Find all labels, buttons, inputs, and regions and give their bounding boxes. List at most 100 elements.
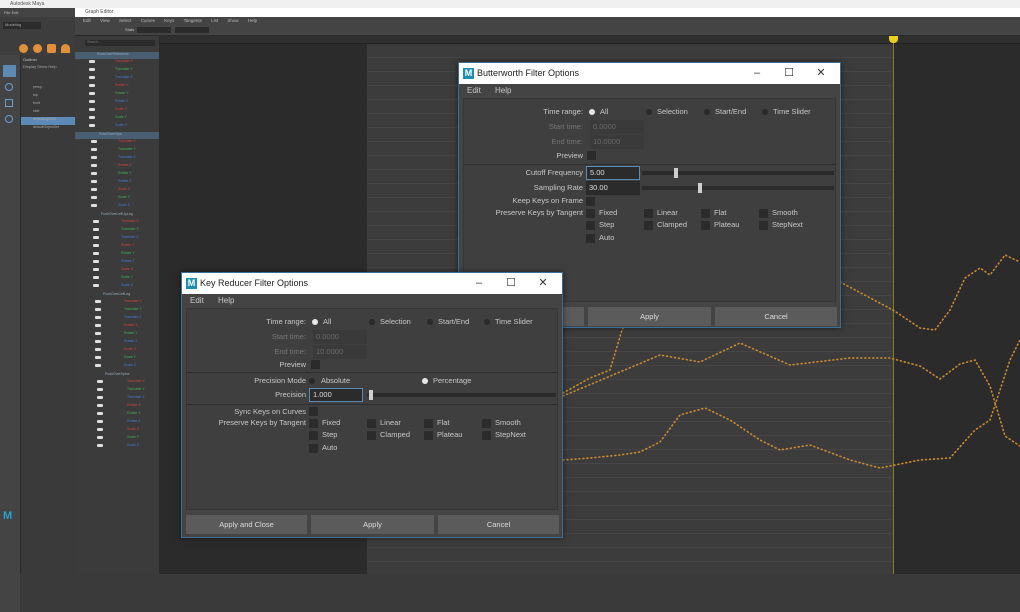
outliner-menu-help[interactable]: Help	[48, 64, 57, 69]
visibility-eye-icon[interactable]	[95, 340, 101, 343]
channel-item[interactable]: Scale X	[127, 427, 140, 431]
channel-item[interactable]: Rotate Z	[127, 419, 141, 423]
visibility-eye-icon[interactable]	[95, 332, 101, 335]
current-time-marker[interactable]	[889, 36, 898, 43]
tangent-smooth-checkbox[interactable]	[482, 419, 491, 428]
channel-item[interactable]: Rotate X	[127, 403, 141, 407]
sphere-icon[interactable]	[19, 44, 28, 53]
stats-field-1[interactable]	[137, 27, 171, 33]
tangent-clamped-checkbox[interactable]	[644, 221, 653, 230]
tangent-auto-checkbox[interactable]	[309, 444, 318, 453]
visibility-eye-icon[interactable]	[89, 108, 95, 111]
visibility-eye-icon[interactable]	[97, 404, 103, 407]
menu-edit[interactable]: Edit	[467, 86, 481, 95]
cancel-button[interactable]: Cancel	[438, 515, 559, 534]
visibility-eye-icon[interactable]	[93, 276, 99, 279]
ge-menu-view[interactable]: View	[100, 18, 110, 23]
visibility-eye-icon[interactable]	[89, 76, 95, 79]
ge-menu-list[interactable]: List	[211, 18, 219, 23]
tangent-flat-checkbox[interactable]	[701, 209, 710, 218]
channel-item[interactable]: Scale X	[118, 187, 131, 191]
visibility-eye-icon[interactable]	[97, 420, 103, 423]
outliner-item[interactable]: top	[33, 93, 38, 97]
channel-item[interactable]: Scale Z	[124, 363, 136, 367]
tangent-clamped-checkbox[interactable]	[367, 431, 376, 440]
apply-and-close-button[interactable]: Apply and Close	[186, 515, 307, 534]
butterworth-title-bar[interactable]: M Butterworth Filter Options – ☐ ✕	[459, 63, 840, 84]
menu-edit[interactable]: Edit	[190, 296, 204, 305]
cylinder-icon[interactable]	[47, 44, 56, 53]
visibility-eye-icon[interactable]	[93, 244, 99, 247]
visibility-eye-icon[interactable]	[89, 60, 95, 63]
visibility-eye-icon[interactable]	[97, 428, 103, 431]
ge-menu-curves[interactable]: Curves	[140, 18, 156, 23]
visibility-eye-icon[interactable]	[93, 236, 99, 239]
visibility-eye-icon[interactable]	[93, 260, 99, 263]
apply-button[interactable]: Apply	[588, 307, 711, 326]
precision-percentage-radio[interactable]	[422, 378, 428, 384]
visibility-eye-icon[interactable]	[89, 124, 95, 127]
visibility-eye-icon[interactable]	[91, 156, 97, 159]
tangent-linear-checkbox[interactable]	[644, 209, 653, 218]
channel-item[interactable]: Scale Y	[124, 355, 136, 359]
channel-item[interactable]: Rotate Y	[118, 171, 132, 175]
preview-checkbox[interactable]	[311, 360, 320, 369]
ge-menu-keys[interactable]: Keys	[164, 18, 175, 23]
paint-tool-icon[interactable]	[5, 99, 13, 107]
tangent-plateau-checkbox[interactable]	[424, 431, 433, 440]
visibility-eye-icon[interactable]	[89, 84, 95, 87]
menu-edit[interactable]: Edit	[11, 10, 19, 15]
visibility-eye-icon[interactable]	[95, 316, 101, 319]
channel-item[interactable]: Rotate Z	[121, 259, 135, 263]
visibility-eye-icon[interactable]	[91, 204, 97, 207]
channel-item[interactable]: Scale Y	[115, 115, 127, 119]
visibility-eye-icon[interactable]	[91, 164, 97, 167]
channel-item[interactable]: Translate Y	[121, 227, 139, 231]
tangent-stepnext-checkbox[interactable]	[759, 221, 768, 230]
channel-item[interactable]: Scale Z	[115, 123, 127, 127]
visibility-eye-icon[interactable]	[91, 180, 97, 183]
tangent-step-checkbox[interactable]	[309, 431, 318, 440]
visibility-eye-icon[interactable]	[97, 444, 103, 447]
visibility-eye-icon[interactable]	[91, 196, 97, 199]
cutoff-frequency-slider[interactable]	[642, 168, 834, 178]
channel-item[interactable]: Rotate X	[121, 243, 135, 247]
tangent-auto-checkbox[interactable]	[586, 234, 595, 243]
visibility-eye-icon[interactable]	[97, 380, 103, 383]
menu-file[interactable]: File	[4, 10, 11, 15]
cancel-button[interactable]: Cancel	[715, 307, 837, 326]
channel-item[interactable]: Scale Z	[121, 283, 133, 287]
visibility-eye-icon[interactable]	[91, 140, 97, 143]
lasso-tool-icon[interactable]	[5, 83, 13, 91]
key-reducer-title-bar[interactable]: M Key Reducer Filter Options – ☐ ✕	[182, 273, 562, 294]
channel-item[interactable]: Translate Z	[124, 315, 142, 319]
outliner-item[interactable]: side	[33, 109, 40, 113]
minimize-button[interactable]: –	[475, 277, 483, 289]
channel-item[interactable]: Rotate X	[115, 83, 129, 87]
time-range-selection-radio[interactable]	[369, 319, 375, 325]
tangent-plateau-checkbox[interactable]	[701, 221, 710, 230]
channel-item[interactable]: Translate Y	[118, 147, 136, 151]
tangent-fixed-checkbox[interactable]	[586, 209, 595, 218]
graph-editor-search[interactable]: Search...	[85, 40, 155, 46]
tangent-stepnext-checkbox[interactable]	[482, 431, 491, 440]
channel-item[interactable]: Translate X	[127, 379, 145, 383]
time-ruler[interactable]	[160, 36, 1020, 44]
visibility-eye-icon[interactable]	[97, 388, 103, 391]
outliner-menu-display[interactable]: Display	[23, 64, 37, 69]
close-button[interactable]: ✕	[538, 277, 548, 289]
channel-item[interactable]: Translate X	[118, 139, 136, 143]
visibility-eye-icon[interactable]	[89, 116, 95, 119]
ge-menu-edit[interactable]: Edit	[83, 18, 91, 23]
slider-thumb[interactable]	[673, 168, 678, 178]
node-item[interactable]: PushOverSpine	[105, 372, 130, 376]
cube-icon[interactable]	[33, 44, 42, 53]
end-time-field[interactable]: 10.0000	[590, 135, 644, 149]
start-time-field[interactable]: 0.0000	[313, 330, 367, 344]
ge-menu-tangents[interactable]: Tangents	[183, 18, 202, 23]
channel-item[interactable]: Translate Z	[127, 395, 145, 399]
channel-item[interactable]: Scale X	[121, 267, 134, 271]
node-item[interactable]: PushOverReference	[75, 52, 159, 59]
visibility-eye-icon[interactable]	[93, 228, 99, 231]
visibility-eye-icon[interactable]	[97, 436, 103, 439]
